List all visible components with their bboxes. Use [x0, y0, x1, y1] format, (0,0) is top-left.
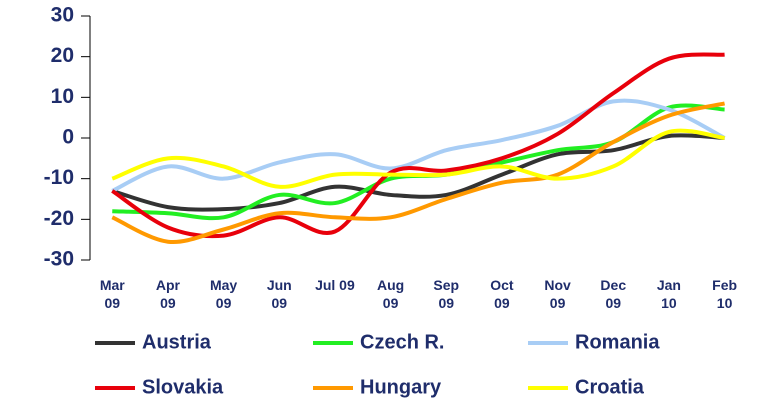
legend-label: Romania	[575, 331, 660, 353]
y-tick-label: 0	[62, 126, 74, 149]
x-tick-label: Sep 09	[433, 277, 460, 311]
y-tick-label: 30	[51, 4, 74, 27]
series-line	[111, 133, 725, 212]
legend-label: Austria	[142, 331, 212, 353]
series-line	[111, 101, 726, 244]
x-tick-label: Dec 09	[600, 277, 627, 311]
y-tick-label: 10	[51, 85, 74, 108]
series-line	[111, 52, 725, 239]
legend-label: Slovakia	[142, 376, 224, 398]
y-tick-label: 20	[51, 44, 74, 67]
x-tick-label: Aug 09	[376, 277, 405, 311]
series-line	[111, 98, 726, 193]
x-tick-label: Mar 09	[99, 277, 125, 311]
x-tick-label: Jul 09	[315, 277, 355, 293]
legend-label: Hungary	[360, 376, 442, 398]
x-tick-label: Oct 09	[490, 277, 514, 311]
x-tick-label: Jun 09	[266, 277, 292, 311]
y-tick-label: -30	[44, 248, 74, 271]
y-tick-label: -10	[44, 166, 74, 189]
x-tick-label: Nov 09	[544, 277, 571, 311]
x-tick-label: Feb 10	[712, 277, 738, 311]
legend-label: Croatia	[575, 376, 645, 398]
series-line	[111, 128, 725, 189]
x-tick-label: Apr 09	[155, 277, 180, 311]
legend-label: Czech R.	[360, 331, 444, 353]
y-tick-label: -20	[44, 207, 74, 230]
x-tick-label: May 09	[209, 277, 238, 311]
x-tick-label: Jan 10	[656, 277, 681, 311]
